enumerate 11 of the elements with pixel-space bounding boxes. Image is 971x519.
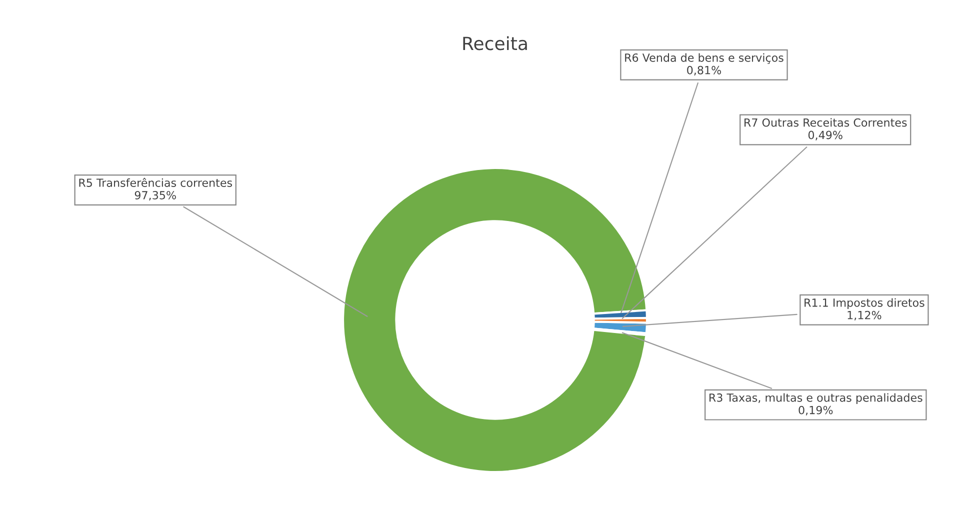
- slice-label: R6 Venda de bens e serviços: [625, 53, 784, 64]
- data-label: 1,12%: [848, 310, 882, 320]
- data-label: 0,19%: [798, 406, 833, 416]
- slice-label: R1.1 Impostos diretos: [804, 298, 924, 309]
- slice-label: R5 Transferências correntes: [79, 178, 232, 187]
- data-label: 0,81%: [687, 66, 722, 76]
- data-label: 0,49%: [808, 130, 842, 140]
- data-label: 97,35%: [134, 190, 176, 201]
- slice-label: R3 Taxas, multas e outras penalidades: [709, 393, 922, 404]
- chart-title: Receita: [463, 36, 527, 50]
- slice-label: R7 Outras Receitas Correntes: [744, 118, 907, 127]
